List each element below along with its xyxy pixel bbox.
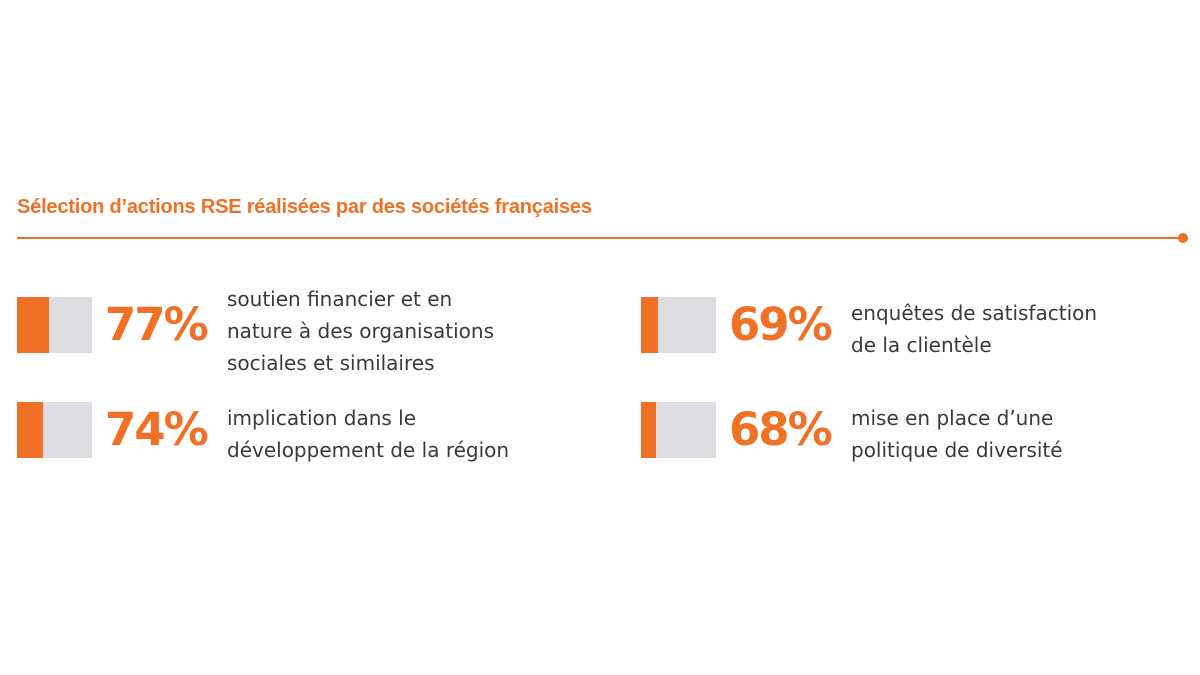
stat-description-line: implication dans le bbox=[227, 406, 417, 430]
stat-gauge bbox=[17, 402, 92, 458]
stat-gauge-fill bbox=[641, 402, 656, 458]
title-rule bbox=[17, 237, 1181, 239]
stat-percentage: 68% bbox=[729, 403, 833, 456]
stat-gauge bbox=[641, 402, 716, 458]
chart-title: Sélection d’actions RSE réalisées par de… bbox=[17, 196, 592, 218]
stat-percentage: 69% bbox=[729, 298, 833, 351]
stat-percentage: 74% bbox=[105, 403, 209, 456]
stat-gauge-fill bbox=[17, 297, 49, 353]
stat-description: soutien financier et en nature à des org… bbox=[227, 283, 494, 379]
stat-description-line: de la clientèle bbox=[851, 333, 992, 357]
stat-description: implication dans le développement de la … bbox=[227, 402, 509, 466]
stat-percentage: 77% bbox=[105, 298, 209, 351]
stat-gauge bbox=[641, 297, 716, 353]
stat-description-line: sociales et similaires bbox=[227, 351, 435, 375]
stat-description-line: soutien financier et en bbox=[227, 287, 453, 311]
stat-description: mise en place d’une politique de diversi… bbox=[851, 402, 1063, 466]
stat-description-line: mise en place d’une bbox=[851, 406, 1054, 430]
stat-description: enquêtes de satisfaction de la clientèle bbox=[851, 297, 1097, 361]
stat-description-line: développement de la région bbox=[227, 438, 510, 462]
title-rule-end-dot bbox=[1178, 233, 1188, 243]
stat-gauge-fill bbox=[17, 402, 44, 458]
stat-description-line: politique de diversité bbox=[851, 438, 1063, 462]
stat-description-line: enquêtes de satisfaction bbox=[851, 301, 1098, 325]
stat-gauge-fill bbox=[641, 297, 658, 353]
stat-gauge bbox=[17, 297, 92, 353]
stat-description-line: nature à des organisations bbox=[227, 319, 494, 343]
